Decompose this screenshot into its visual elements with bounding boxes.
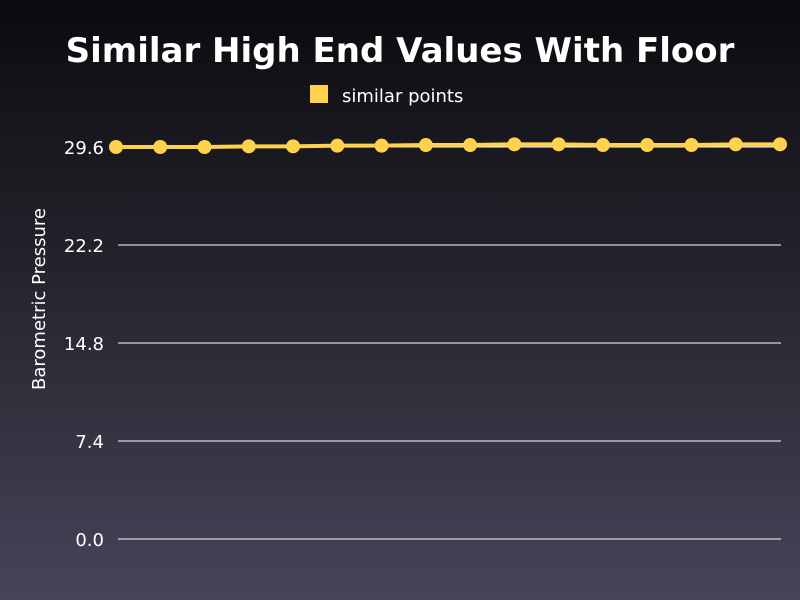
data-point — [684, 138, 699, 153]
y-tick-label: 29.6 — [64, 138, 104, 159]
data-point — [595, 138, 610, 153]
y-tick-label: 14.8 — [64, 334, 104, 355]
data-point — [640, 138, 655, 153]
data-point — [109, 140, 123, 154]
y-tick-label: 0.0 — [75, 530, 104, 551]
legend-swatch — [310, 85, 328, 103]
data-point — [551, 137, 566, 152]
data-point — [374, 138, 389, 153]
data-point — [773, 137, 787, 152]
data-point — [418, 138, 433, 153]
data-point — [728, 137, 743, 152]
y-tick-labels: 0.0 7.4 14.8 22.2 29.6 — [64, 138, 104, 551]
y-tick-label: 7.4 — [75, 432, 104, 453]
data-point — [330, 138, 345, 153]
gridlines — [118, 146, 781, 540]
data-point — [286, 139, 301, 154]
data-point — [241, 139, 256, 154]
series-similar-points — [109, 137, 787, 154]
data-point — [153, 140, 168, 154]
data-point — [507, 137, 522, 152]
y-axis-label: Barometric Pressure — [29, 208, 50, 390]
data-point — [463, 138, 478, 153]
y-tick-label: 22.2 — [64, 236, 104, 257]
chart-title: Similar High End Values With Floor — [66, 31, 735, 71]
series-line — [116, 142, 780, 149]
legend-label: similar points — [342, 86, 463, 107]
legend: similar points — [310, 85, 463, 107]
data-point — [197, 140, 212, 154]
